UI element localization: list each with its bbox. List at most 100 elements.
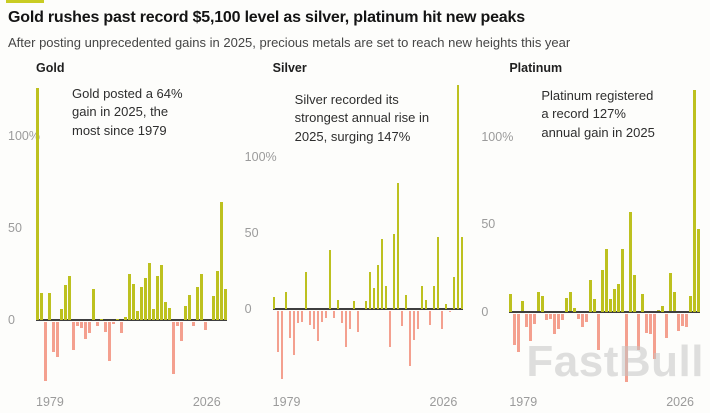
bar-positive (368, 272, 372, 309)
bar-positive (188, 294, 191, 321)
bar-negative (533, 313, 536, 324)
bar-positive (144, 278, 147, 321)
bar-negative (557, 313, 560, 330)
bar-positive (68, 276, 71, 321)
bar-positive (164, 301, 167, 321)
bar-positive (364, 301, 368, 309)
bar-negative (685, 313, 688, 328)
bar-positive (633, 274, 636, 312)
bar-negative (324, 310, 328, 319)
chart-panel-platinum: Platinum 100% 50 0 Platinum registered a rec… (481, 61, 702, 409)
bar-negative (665, 313, 668, 338)
bar-positive (629, 211, 632, 312)
bar-positive (216, 270, 219, 321)
chart-annotation: Silver recorded its strongest annual ris… (294, 91, 430, 144)
bar-positive (460, 237, 464, 309)
bar-negative (320, 310, 324, 322)
bar-negative (561, 313, 564, 321)
bar-negative (52, 322, 55, 352)
bar-positive (60, 309, 63, 321)
bar-negative (681, 313, 684, 326)
bar-positive (148, 263, 151, 321)
bar-negative (625, 313, 628, 382)
bar-positive (36, 88, 39, 321)
bar-negative (513, 313, 516, 345)
bar-positive (521, 301, 524, 312)
bar-positive (328, 249, 332, 309)
chart-plot-area: 100% 50 0 Gold posted a 64% gain in 2025, t… (8, 77, 229, 393)
bar-negative (412, 310, 416, 340)
bar-positive (168, 307, 171, 321)
bar-negative (408, 310, 412, 366)
x-axis-labels: 1979 2026 (36, 395, 221, 409)
bar-negative (677, 313, 680, 331)
bar-positive (224, 289, 227, 321)
bar-negative (308, 310, 312, 325)
bar-positive (657, 309, 660, 312)
bar-negative (296, 310, 300, 324)
bar-negative (44, 322, 47, 382)
bar-positive (392, 234, 396, 309)
bar-positive (200, 274, 203, 321)
bar-negative (104, 322, 107, 332)
bar-positive (669, 273, 672, 312)
bar-positive (156, 276, 159, 321)
x-tick-label: 1979 (509, 394, 538, 409)
bar-positive (396, 182, 400, 309)
bar-negative (56, 322, 59, 358)
chart-title: Platinum (509, 60, 563, 75)
chart-panel-gold: Gold 100% 50 0 Gold posted a 64% gain in 202… (8, 61, 229, 409)
bar-negative (388, 310, 392, 348)
bar-negative (344, 310, 348, 348)
x-tick-label: 2026 (429, 394, 458, 409)
y-tick-label: 50 (8, 221, 22, 236)
bar-negative (340, 310, 344, 324)
bar-negative (300, 310, 304, 322)
bar-positive (404, 295, 408, 309)
bar-positive (613, 288, 616, 312)
bar-negative (316, 310, 320, 342)
bar-negative (356, 310, 360, 333)
bar-positive (128, 274, 131, 321)
bar-positive (136, 311, 139, 321)
bar-negative (645, 313, 648, 333)
page-title: Gold rushes past record $5,100 level as … (8, 9, 525, 26)
page-subtitle: After posting unprecedented gains in 202… (8, 35, 571, 50)
bar-negative (172, 322, 175, 374)
x-tick-label: 1979 (36, 394, 64, 409)
bar-positive (220, 202, 223, 321)
bar-positive (565, 297, 568, 312)
bar-negative (84, 322, 87, 339)
y-tick-label: 0 (244, 301, 252, 316)
bar-negative (440, 310, 444, 330)
bar-positive (689, 295, 692, 312)
bar-positive (160, 265, 163, 321)
bar-positive (212, 296, 215, 321)
bar-negative (192, 322, 195, 327)
bar-negative (581, 313, 584, 328)
bar-negative (585, 313, 588, 323)
bar-negative (549, 313, 552, 319)
bar-negative (545, 313, 548, 321)
bar-negative (276, 310, 280, 352)
bar-negative (88, 322, 91, 334)
bar-positive (272, 296, 276, 309)
bar-positive (617, 283, 620, 312)
bar-positive (432, 286, 436, 309)
bar-negative (76, 322, 79, 327)
x-tick-label: 2026 (192, 394, 221, 409)
bar-positive (641, 294, 644, 312)
bar-negative (637, 313, 640, 351)
bar-negative (649, 313, 652, 335)
x-axis-labels: 1979 2026 (273, 395, 458, 409)
bar-negative (448, 310, 452, 313)
bar-positive (420, 286, 424, 309)
bar-negative (204, 322, 207, 330)
y-tick-label: 100% (8, 129, 40, 144)
bar-negative (120, 322, 123, 334)
bar-positive (605, 248, 608, 312)
bar-positive (593, 299, 596, 312)
bar-positive (64, 285, 67, 321)
bar-positive (569, 292, 572, 312)
bar-positive (436, 237, 440, 309)
